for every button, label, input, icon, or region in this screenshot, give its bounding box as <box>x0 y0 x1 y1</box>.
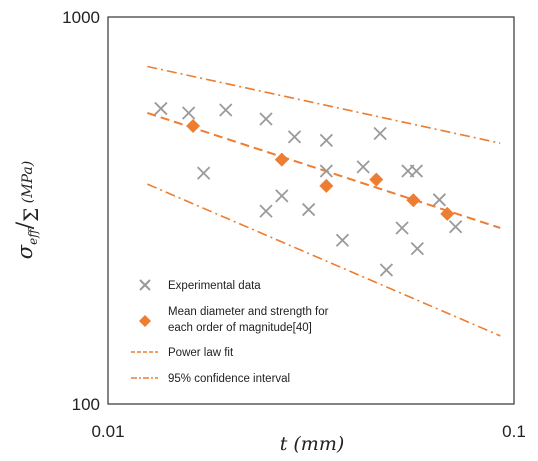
experimental-point <box>448 220 463 234</box>
experimental-point <box>275 189 289 203</box>
experimental-point <box>319 164 333 178</box>
experimental-point <box>432 193 447 207</box>
confidence-upper-line <box>147 65 501 144</box>
y-axis-label: σeff/Σ (MPa) <box>13 161 43 259</box>
experimental-point <box>182 106 196 120</box>
y-tick-bottom: 100 <box>72 395 100 414</box>
mean-point <box>440 206 455 221</box>
experimental-point <box>196 166 211 180</box>
power-law-fit-line <box>147 112 501 229</box>
x-tick-right: 0.1 <box>502 422 526 441</box>
legend: Experimental data Mean diameter and stre… <box>131 279 329 385</box>
y-tick-top: 1000 <box>62 8 100 27</box>
experimental-point <box>219 103 233 117</box>
experimental-point <box>301 202 316 217</box>
confidence-lower-line <box>147 183 501 337</box>
experimental-point <box>395 221 409 235</box>
experimental-points <box>154 101 463 277</box>
experimental-point <box>379 263 394 277</box>
legend-label-fit: Power law fit <box>168 347 234 359</box>
experimental-point <box>319 133 333 147</box>
legend-label-mean-line2: each order of magnitude[40] <box>168 322 312 334</box>
mean-point <box>186 118 201 133</box>
mean-point <box>274 152 289 167</box>
legend-label-experimental: Experimental data <box>168 280 261 292</box>
legend-marker-diamond <box>139 315 151 327</box>
legend-label-mean-line1: Mean diameter and strength for <box>168 306 329 318</box>
experimental-point <box>154 101 168 116</box>
x-tick-left: 0.01 <box>91 422 124 441</box>
legend-marker-x <box>139 279 151 291</box>
experimental-point <box>356 160 370 174</box>
experimental-point <box>335 233 350 247</box>
experimental-point <box>373 126 387 141</box>
fit-lines <box>147 65 501 337</box>
experimental-point <box>409 164 424 178</box>
experimental-point <box>410 242 424 256</box>
legend-label-ci: 95% confidence interval <box>168 373 290 385</box>
experimental-point <box>259 112 273 126</box>
mean-points <box>186 118 455 221</box>
plot-frame <box>107 16 515 405</box>
x-axis-label: t (mm) <box>280 433 345 455</box>
experimental-point <box>259 204 273 218</box>
experimental-point <box>287 130 302 144</box>
mean-point <box>369 172 384 187</box>
svg-text:σeff/Σ (MPa): σeff/Σ (MPa) <box>13 161 43 259</box>
mean-point <box>319 178 334 193</box>
mean-point <box>406 193 421 208</box>
